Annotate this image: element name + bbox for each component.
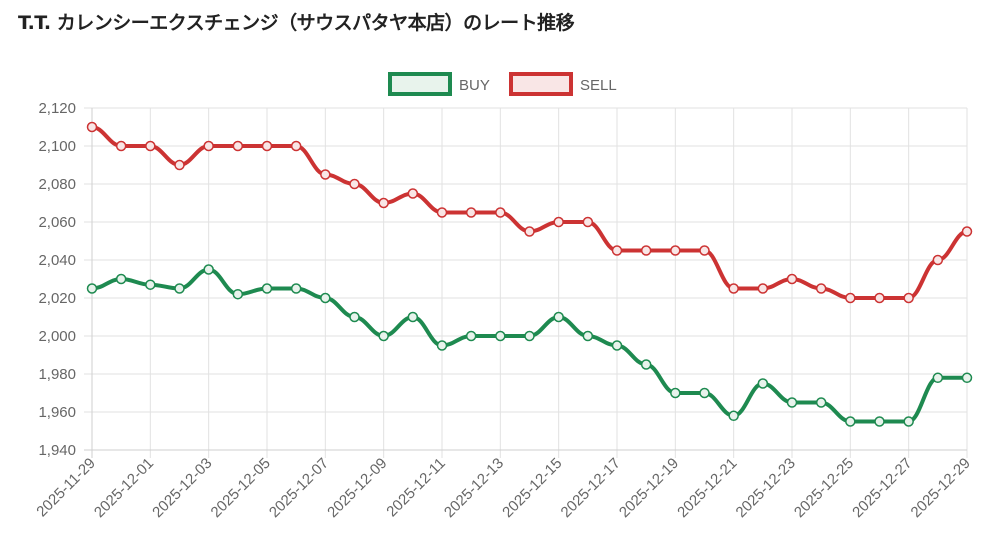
data-point-sell	[553, 216, 564, 228]
y-tick-label: 1,960	[38, 404, 76, 421]
y-tick-label: 2,080	[38, 176, 76, 193]
data-point-buy	[436, 340, 448, 351]
series-line-sell	[91, 125, 968, 300]
data-point-buy	[728, 410, 739, 422]
data-point-sell	[786, 273, 798, 285]
data-point-sell	[728, 283, 739, 294]
data-point-sell	[961, 226, 973, 237]
data-point-sell	[407, 188, 419, 199]
data-point-buy	[815, 397, 827, 408]
data-point-buy	[320, 292, 331, 304]
data-point-sell	[903, 292, 914, 304]
x-tick-label: 2025-12-17	[558, 455, 624, 521]
y-tick-label: 2,040	[38, 252, 76, 269]
y-tick-label: 2,120	[38, 100, 76, 117]
data-point-buy	[757, 378, 769, 389]
data-point-sell	[436, 207, 448, 218]
x-tick-label: 2025-12-13	[441, 455, 507, 521]
data-point-sell	[349, 178, 360, 190]
data-point-buy	[553, 311, 564, 323]
data-point-buy	[145, 279, 156, 290]
y-tick-label: 2,060	[38, 214, 76, 231]
data-point-sell	[611, 245, 623, 256]
x-tick-label: 2025-12-11	[383, 455, 448, 520]
y-tick-label: 1,980	[38, 366, 76, 383]
data-point-sell	[524, 226, 535, 237]
x-tick-label: 2025-12-09	[324, 455, 390, 521]
data-point-sell	[203, 140, 214, 152]
data-point-buy	[961, 372, 973, 384]
data-point-buy	[786, 397, 798, 408]
data-point-buy	[203, 264, 214, 275]
data-point-sell	[232, 140, 244, 152]
x-tick-label: 2025-12-03	[149, 455, 215, 521]
data-point-buy	[932, 372, 944, 384]
y-tick-label: 2,100	[38, 138, 76, 155]
data-point-sell	[115, 140, 127, 152]
x-tick-label: 2025-12-21	[674, 455, 740, 521]
data-point-buy	[670, 387, 681, 399]
data-point-sell	[874, 292, 885, 304]
data-point-sell	[640, 245, 652, 256]
data-point-sell	[582, 216, 594, 228]
data-point-buy	[349, 311, 360, 323]
data-point-buy	[699, 387, 710, 399]
legend-label: BUY	[459, 77, 490, 94]
data-point-sell	[495, 207, 506, 218]
y-tick-label: 2,000	[38, 328, 76, 345]
data-point-sell	[320, 169, 331, 180]
data-point-buy	[261, 283, 273, 294]
data-point-buy	[232, 288, 244, 300]
legend-swatch	[388, 72, 452, 96]
data-point-buy	[640, 359, 652, 370]
y-tick-label: 1,940	[38, 442, 76, 459]
y-tick-label: 2,020	[38, 290, 76, 307]
data-point-sell	[145, 140, 156, 152]
data-point-buy	[465, 330, 477, 342]
x-tick-label: 2025-12-19	[616, 455, 682, 521]
data-point-sell	[261, 140, 273, 152]
legend-item-buy[interactable]: BUY	[388, 72, 490, 96]
data-point-sell	[932, 254, 944, 266]
data-point-buy	[290, 283, 302, 294]
x-tick-label: 2025-12-07	[266, 455, 332, 521]
data-point-buy	[874, 416, 885, 427]
data-point-buy	[86, 283, 98, 294]
x-tick-label: 2025-12-05	[208, 455, 274, 521]
data-point-sell	[290, 140, 302, 152]
data-point-buy	[495, 330, 506, 342]
data-point-sell	[757, 283, 769, 294]
x-tick-label: 2025-12-25	[791, 455, 857, 521]
x-tick-label: 2025-12-15	[499, 455, 565, 521]
data-point-buy	[378, 330, 389, 342]
data-point-sell	[670, 245, 681, 256]
x-tick-label: 2025-12-23	[733, 455, 799, 521]
legend-swatch	[509, 72, 573, 96]
data-point-buy	[903, 416, 914, 427]
data-point-buy	[174, 283, 185, 294]
x-tick-label: 2025-11-29	[33, 455, 98, 520]
data-point-sell	[845, 292, 856, 304]
chart-title: T.T. カレンシーエクスチェンジ（サウスパタヤ本店）のレート推移	[18, 12, 575, 34]
data-point-sell	[699, 245, 710, 256]
data-point-buy	[524, 330, 535, 342]
data-point-sell	[378, 197, 389, 209]
data-point-buy	[407, 311, 419, 323]
x-tick-label: 2025-12-27	[849, 455, 915, 521]
legend-item-sell[interactable]: SELL	[509, 72, 617, 96]
data-point-buy	[611, 340, 623, 351]
data-point-sell	[465, 207, 477, 218]
legend-label: SELL	[580, 77, 617, 94]
data-point-buy	[582, 330, 594, 342]
data-point-buy	[115, 273, 127, 285]
data-point-sell	[815, 283, 827, 294]
data-point-sell	[174, 159, 185, 171]
x-tick-label: 2025-12-29	[908, 455, 974, 521]
x-tick-label: 2025-12-01	[91, 455, 157, 521]
data-point-sell	[86, 121, 98, 133]
data-point-buy	[845, 416, 856, 427]
